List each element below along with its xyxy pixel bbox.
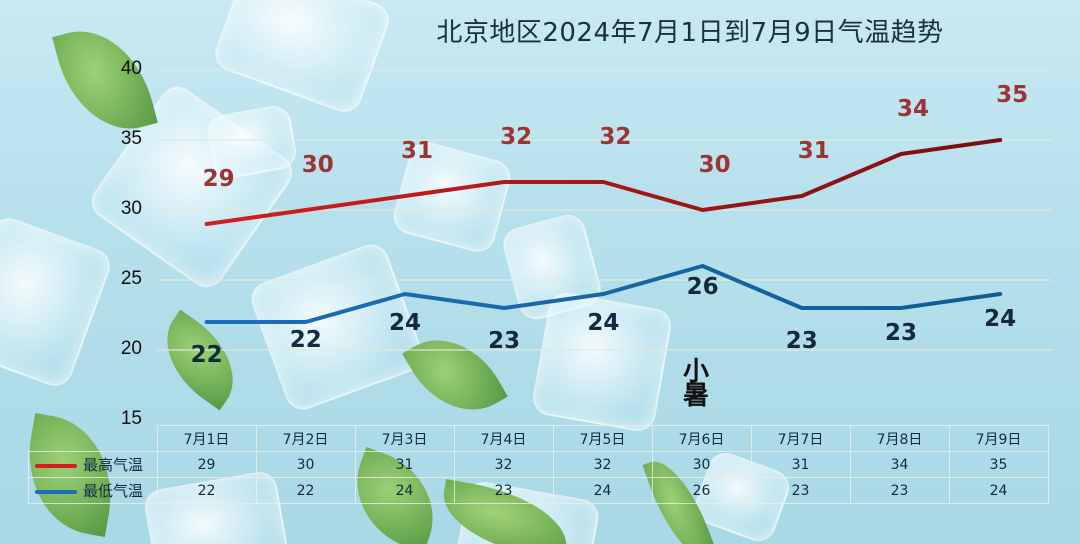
logo-char: 暑: [682, 381, 709, 411]
low-data-label: 22: [190, 342, 223, 368]
table-header-cell: 7月3日: [354, 425, 455, 452]
table-header-cell: 7月4日: [453, 425, 554, 452]
high-data-label: 32: [500, 124, 533, 150]
table-cell: 23: [750, 477, 851, 504]
legend-item-high: 最高气温: [28, 451, 158, 478]
y-tick-label: 25: [120, 268, 142, 289]
table-cell: 31: [750, 451, 851, 478]
table-corner: [29, 426, 158, 452]
table-cell: 32: [453, 451, 554, 478]
high-data-label: 30: [698, 152, 731, 178]
high-data-label: 31: [400, 138, 433, 164]
low-data-label: 24: [388, 310, 421, 336]
table-cell: 26: [651, 477, 752, 504]
y-tick-label: 30: [120, 198, 142, 219]
y-tick-label: 20: [120, 338, 142, 359]
table-cell: 34: [849, 451, 950, 478]
logo-char: 小: [682, 357, 709, 387]
table-cell: 29: [156, 451, 257, 478]
legend-swatch-high: [35, 463, 77, 468]
table-header-cell: 7月8日: [849, 425, 950, 452]
xiaoshu-logo: 小 暑: [678, 357, 714, 411]
y-tick-label: 35: [120, 128, 142, 149]
legend-label-low: 最低气温: [83, 482, 144, 500]
high-data-label: 30: [301, 152, 334, 178]
y-tick-label: 40: [120, 58, 142, 79]
chart-title: 北京地区2024年7月1日到7月9日气温趋势: [436, 18, 944, 48]
high-temp-line: [204, 138, 1003, 226]
low-data-label: 24: [587, 310, 620, 336]
low-data-label: 23: [785, 328, 818, 354]
table-header-cell: 7月2日: [255, 425, 356, 452]
high-data-label: 32: [599, 124, 632, 150]
table-header-cell: 7月6日: [651, 425, 752, 452]
low-data-label: 26: [686, 274, 719, 300]
table-cell: 35: [948, 451, 1049, 478]
y-tick-label: 15: [120, 408, 142, 429]
table-header-cell: 7月5日: [552, 425, 653, 452]
low-data-label: 22: [289, 327, 322, 353]
high-data-label: 29: [202, 166, 235, 192]
low-data-label: 23: [884, 320, 917, 346]
table-cell: 23: [849, 477, 950, 504]
gridlines: [157, 69, 1052, 351]
high-data-label: 34: [896, 96, 929, 122]
data-table: 7月1日 7月2日 7月3日 7月4日 7月5日 7月6日 7月7日 7月8日 …: [28, 425, 1049, 504]
table-cell: 31: [354, 451, 455, 478]
table-cell: 23: [453, 477, 554, 504]
low-data-label: 24: [984, 306, 1017, 332]
table-header-row: 7月1日 7月2日 7月3日 7月4日 7月5日 7月6日 7月7日 7月8日 …: [29, 425, 1049, 452]
high-data-label: 35: [996, 82, 1029, 108]
table-row-low: 最低气温 22 22 24 23 24 26 23 23 24: [28, 477, 1049, 504]
table-header-cell: 7月7日: [750, 425, 851, 452]
table-cell: 24: [354, 477, 455, 504]
table-cell: 24: [552, 477, 653, 504]
table-header-cell: 7月1日: [156, 425, 257, 452]
table-cell: 30: [255, 451, 356, 478]
low-data-label: 23: [488, 328, 521, 354]
high-data-label: 31: [797, 138, 830, 164]
table-cell: 24: [948, 477, 1049, 504]
table-cell: 30: [651, 451, 752, 478]
legend-label-high: 最高气温: [83, 456, 144, 474]
table-cell: 32: [552, 451, 653, 478]
table-cell: 22: [255, 477, 356, 504]
table-cell: 22: [156, 477, 257, 504]
legend-swatch-low: [35, 489, 77, 494]
legend-item-low: 最低气温: [28, 477, 158, 504]
table-header-cell: 7月9日: [948, 425, 1049, 452]
low-temp-line: [204, 264, 1003, 324]
table-row-high: 最高气温 29 30 31 32 32 30 31 34 35: [28, 451, 1049, 478]
